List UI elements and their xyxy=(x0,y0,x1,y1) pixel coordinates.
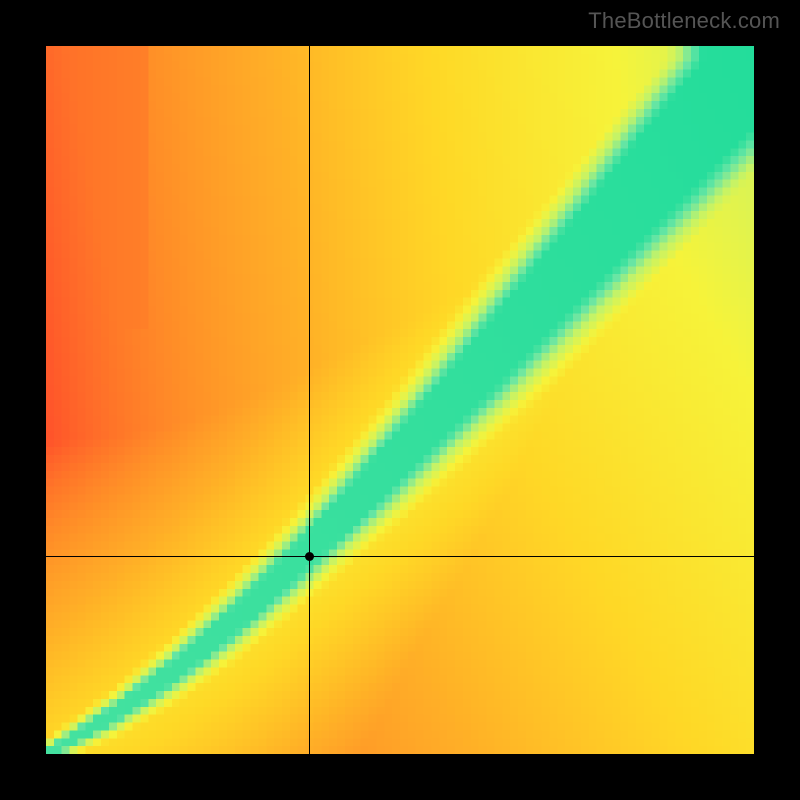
bottleneck-heatmap xyxy=(46,46,754,754)
crosshair-vertical xyxy=(309,46,310,754)
app-root: TheBottleneck.com xyxy=(0,0,800,800)
crosshair-horizontal xyxy=(46,556,754,557)
watermark-text: TheBottleneck.com xyxy=(588,8,780,34)
crosshair-marker xyxy=(305,552,314,561)
